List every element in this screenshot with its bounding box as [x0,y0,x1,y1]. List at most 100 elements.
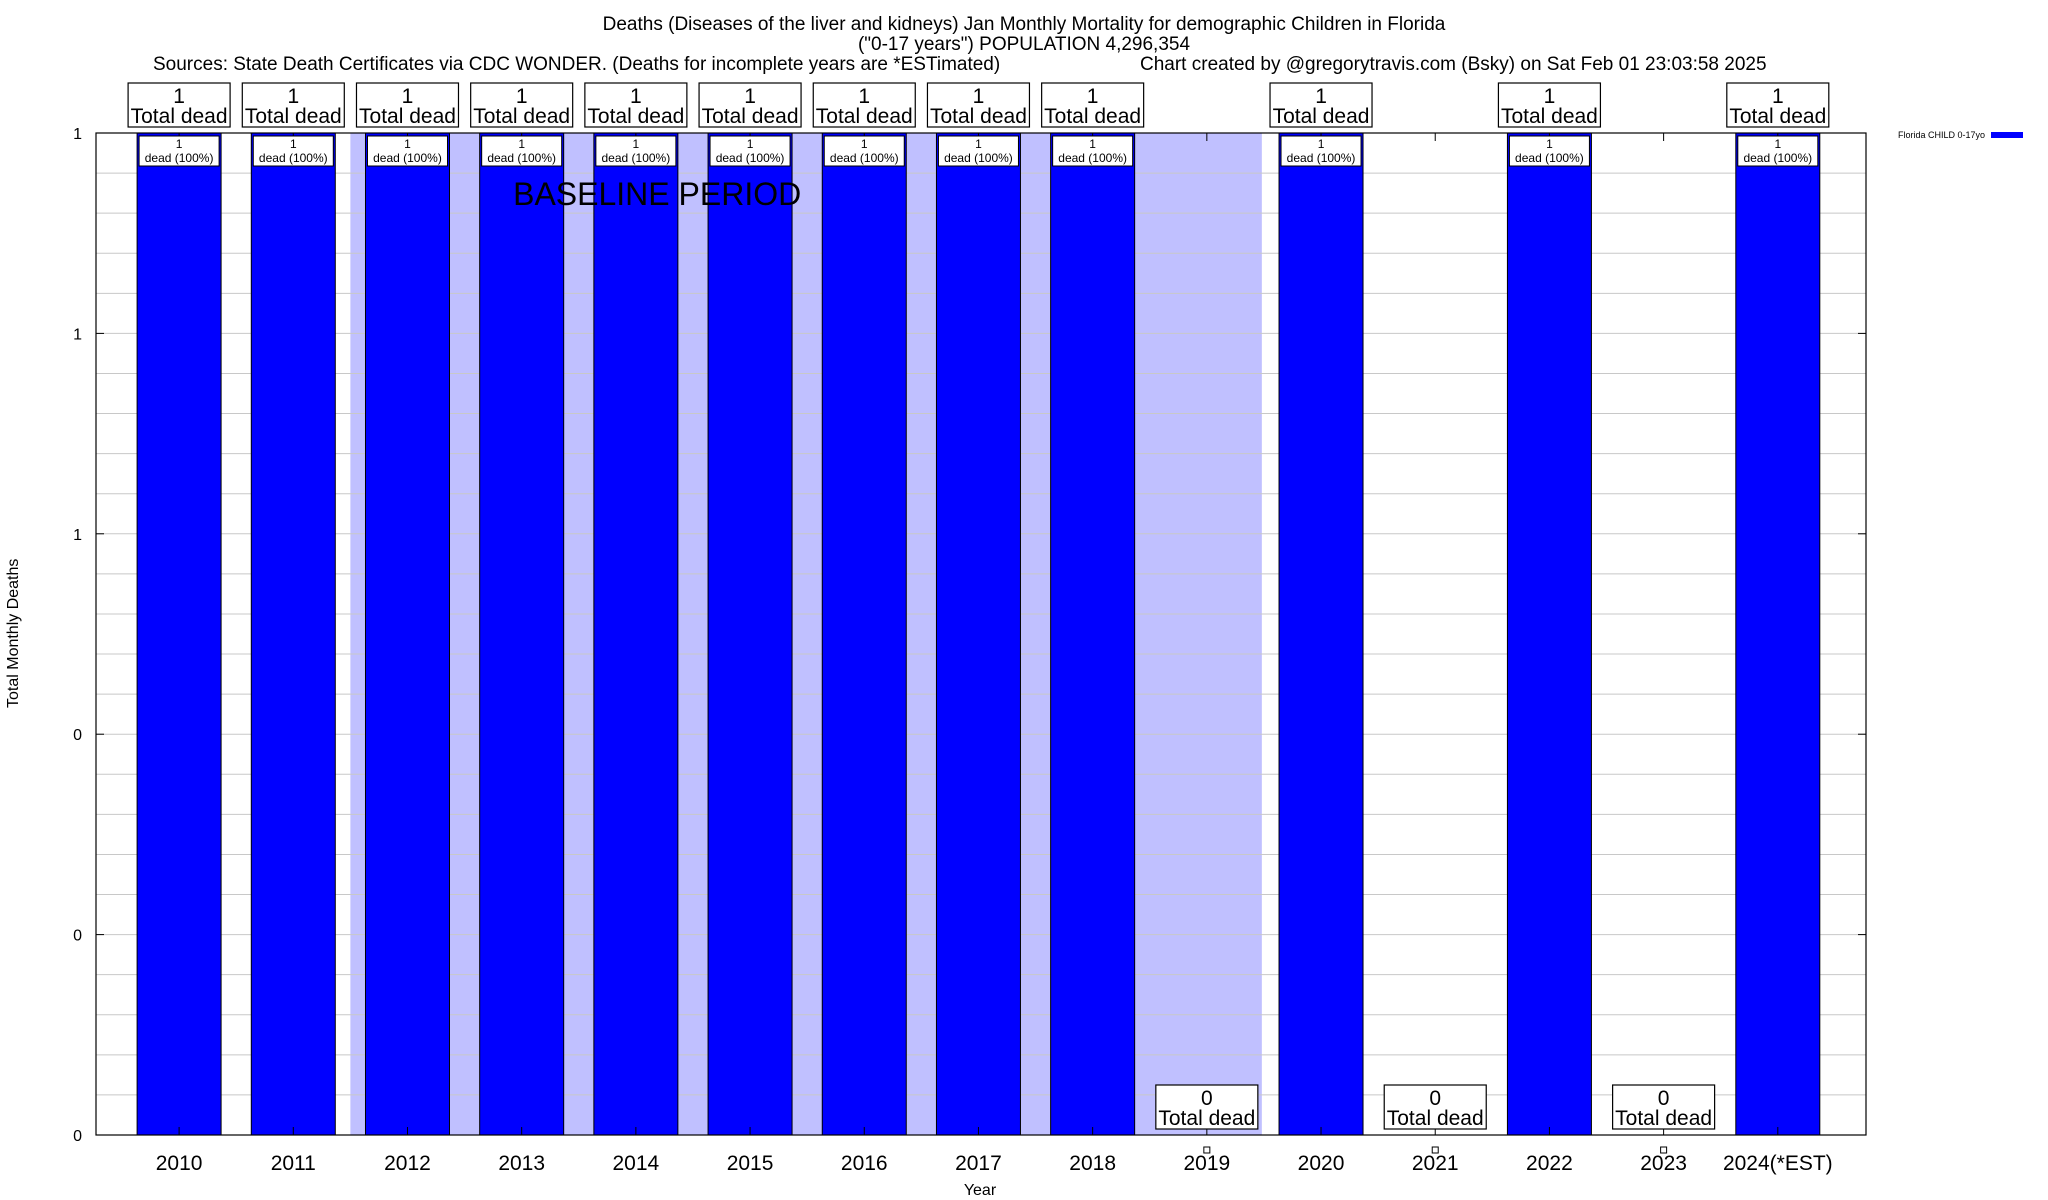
total-label-box [1612,1084,1716,1130]
segment-label: dead (100%) [1515,151,1584,165]
segment-label-box [481,135,563,167]
x-tick-label: 2013 [498,1152,545,1175]
total-label: Total dead [1501,105,1598,128]
y-tick-label: 0 [73,1128,82,1145]
segment-label-box [1280,135,1362,167]
chart-credit: Chart created by @gregorytravis.com (Bsk… [1140,54,1767,75]
total-label: 1 [744,85,756,108]
total-label: Total dead [359,105,456,128]
total-label-box [698,82,802,128]
total-label: 1 [1087,85,1099,108]
total-label-box [812,82,916,128]
total-label: Total dead [930,105,1027,128]
y-tick-label: 1 [73,527,82,544]
total-label-box [470,82,574,128]
segment-label-box [709,135,791,167]
total-label: 1 [287,85,299,108]
segment-label: dead (100%) [830,151,899,165]
total-label: Total dead [1387,1107,1484,1130]
chart-sources: Sources: State Death Certificates via CD… [153,54,1001,75]
zero-marker [1431,1146,1439,1154]
legend-swatch [1991,132,2024,138]
x-tick-label: 2015 [727,1152,774,1175]
zero-marker [1203,1146,1211,1154]
segment-label-box [1737,135,1819,167]
segment-label-box [138,135,220,167]
legend-label: Florida CHILD 0-17yo [1898,130,1986,140]
x-tick-label: 2010 [156,1152,203,1175]
total-label: Total dead [702,105,799,128]
segment-label: 1 [633,137,640,151]
segment-label: dead (100%) [1287,151,1356,165]
segment-label: 1 [1546,137,1553,151]
x-tick-label: 2012 [384,1152,431,1175]
bar-2015 [707,132,793,1136]
total-label: 1 [973,85,985,108]
bar-2020 [1278,132,1364,1136]
total-label: 1 [516,85,528,108]
total-label: 1 [1315,85,1327,108]
segment-label-box [252,135,334,167]
segment-label-box [1508,135,1590,167]
y-tick-label: 1 [73,326,82,343]
y-tick-label: 0 [73,727,82,744]
total-label: Total dead [1158,1107,1255,1130]
x-tick-label: 2016 [841,1152,888,1175]
segment-label: dead (100%) [373,151,442,165]
total-label: 1 [402,85,414,108]
segment-label-box [595,135,677,167]
bar-2013 [479,132,565,1136]
segment-label: dead (100%) [1058,151,1127,165]
total-label-box [355,82,460,128]
y-tick-label: 0 [73,928,82,945]
total-label-box [926,82,1031,128]
x-tick-label: 2023 [1640,1152,1687,1175]
total-label: Total dead [1273,105,1370,128]
total-label: Total dead [816,105,913,128]
segment-label: 1 [975,137,982,151]
bar-2012 [364,132,450,1136]
segment-label-box [823,135,905,167]
segment-label: dead (100%) [145,151,214,165]
plot-frame [95,132,1867,1136]
segment-label: dead (100%) [944,151,1013,165]
bar-2014 [593,132,679,1136]
x-tick-label: 2017 [955,1152,1002,1175]
total-label-box [1726,82,1830,128]
total-label: Total dead [473,105,570,128]
x-tick-label: 2021 [1412,1152,1459,1175]
total-label-box [1269,82,1373,128]
segment-label-box [937,135,1019,167]
bar-2010 [136,132,222,1136]
x-tick-label: 2024(*EST) [1723,1152,1833,1175]
x-tick-label: 2020 [1298,1152,1345,1175]
total-label: 1 [1772,85,1784,108]
total-label: 1 [858,85,870,108]
bar-2022 [1506,132,1592,1136]
zero-marker [1660,1146,1668,1154]
bar-2024(*EST) [1735,132,1821,1136]
total-label-box [1497,82,1602,128]
total-label: Total dead [587,105,684,128]
segment-label: 1 [518,137,525,151]
segment-label-box [1052,135,1134,167]
x-axis-label: Year [963,1182,997,1199]
total-label-box [1155,1084,1259,1130]
segment-label: 1 [290,137,297,151]
segment-label: dead (100%) [1743,151,1812,165]
total-label-box [1041,82,1145,128]
total-label: Total dead [245,105,342,128]
segment-label: 1 [1089,137,1096,151]
total-label: 1 [173,85,185,108]
bar-2018 [1050,132,1136,1136]
baseline-annotation: BASELINE PERIOD [513,176,801,212]
segment-label: dead (100%) [487,151,556,165]
total-label: Total dead [1044,105,1141,128]
total-label: Total dead [1729,105,1826,128]
segment-label: 1 [1774,137,1781,151]
x-tick-label: 2018 [1069,1152,1116,1175]
total-label-box [1383,1084,1487,1130]
segment-label: dead (100%) [602,151,671,165]
total-label: 1 [630,85,642,108]
